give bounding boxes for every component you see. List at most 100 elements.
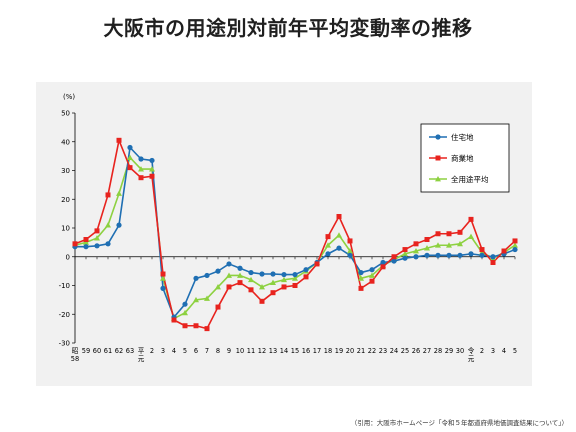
x-tick-label: 59	[82, 347, 90, 355]
data-point-square	[402, 247, 408, 253]
data-point-circle	[83, 244, 89, 250]
x-tick-label: 2	[150, 347, 154, 355]
data-point-square	[116, 137, 122, 143]
data-point-triangle	[347, 248, 353, 254]
legend-label: 全用途平均	[451, 174, 489, 184]
y-tick-label: 10	[61, 225, 70, 233]
data-point-circle	[237, 265, 243, 271]
data-point-triangle	[281, 276, 287, 283]
data-point-square	[468, 216, 474, 222]
data-point-square	[380, 264, 386, 270]
data-point-circle	[303, 267, 309, 273]
data-point-square	[193, 323, 199, 329]
x-tick-label: 26	[412, 347, 420, 355]
x-tick-label: 11	[247, 347, 255, 355]
data-point-circle	[292, 271, 298, 278]
x-tick-label: 62	[115, 347, 123, 355]
data-point-circle	[435, 134, 441, 140]
data-point-square	[83, 237, 89, 242]
data-point-circle	[182, 301, 188, 307]
data-point-triangle	[193, 296, 199, 303]
x-tick-label: 22	[368, 347, 376, 355]
data-point-triangle	[160, 275, 166, 281]
x-tick-label: 平元	[138, 347, 145, 363]
data-point-square	[270, 290, 276, 296]
x-tick-label: 23	[379, 347, 387, 355]
legend-label: 商業地	[451, 153, 474, 163]
x-tick-label: 14	[280, 347, 288, 355]
data-point-triangle	[83, 239, 89, 245]
data-point-square	[204, 326, 210, 332]
data-point-circle	[380, 259, 386, 266]
data-point-circle	[215, 268, 221, 274]
data-point-circle	[347, 252, 353, 258]
data-point-circle	[160, 285, 166, 291]
data-point-circle	[127, 144, 133, 151]
data-point-triangle	[413, 248, 419, 254]
x-tick-label: 25	[401, 347, 409, 355]
data-point-square	[369, 278, 375, 284]
data-point-circle	[336, 245, 342, 251]
data-point-triangle	[94, 235, 100, 241]
x-tick-label: 3	[161, 347, 165, 355]
data-point-square	[160, 271, 166, 277]
data-point-circle	[138, 156, 144, 162]
x-tick-label: 19	[335, 347, 343, 355]
data-point-triangle	[435, 176, 441, 182]
x-tick-label: 29	[445, 347, 453, 355]
data-point-triangle	[204, 295, 210, 301]
x-tick-label: 15	[291, 347, 299, 355]
data-point-circle	[457, 252, 463, 258]
y-tick-label: -20	[59, 311, 70, 319]
data-point-triangle	[336, 232, 342, 238]
x-tick-label: 令元	[468, 346, 475, 363]
x-tick-label: 63	[126, 347, 134, 355]
y-tick-label: 50	[61, 110, 70, 118]
series-markers	[72, 137, 518, 332]
data-point-square	[424, 237, 430, 242]
data-point-square	[457, 229, 463, 235]
data-point-circle	[116, 222, 122, 228]
data-point-circle	[281, 271, 287, 278]
data-point-square	[248, 287, 254, 293]
data-point-square	[94, 228, 100, 234]
data-point-circle	[424, 252, 430, 258]
y-tick-label: -30	[59, 340, 70, 348]
data-point-square	[435, 231, 441, 237]
data-point-square	[292, 283, 298, 288]
x-tick-label: 21	[357, 347, 365, 355]
data-point-circle	[490, 254, 496, 260]
data-point-circle	[435, 252, 441, 258]
data-point-square	[105, 192, 111, 198]
data-point-triangle	[369, 272, 375, 278]
data-point-circle	[479, 252, 485, 258]
data-point-square	[391, 254, 397, 260]
x-tick-label: 18	[324, 347, 332, 355]
data-point-circle	[358, 269, 364, 276]
x-tick-label: 5	[513, 347, 517, 355]
data-point-square	[336, 214, 342, 219]
data-point-square	[149, 173, 155, 179]
data-point-circle	[413, 254, 419, 260]
data-point-triangle	[358, 275, 364, 281]
data-point-triangle	[435, 242, 441, 248]
data-point-triangle	[292, 275, 298, 281]
data-point-triangle	[446, 242, 452, 248]
data-point-circle	[468, 251, 474, 257]
data-point-triangle	[138, 166, 144, 172]
x-tick-label: 28	[434, 347, 442, 355]
data-point-square	[72, 241, 78, 247]
x-tick-label: 27	[423, 347, 431, 355]
data-point-square	[325, 234, 331, 240]
x-tick-label: 8	[216, 347, 220, 355]
data-point-square	[127, 165, 133, 171]
data-point-square	[435, 155, 441, 161]
x-tick-label: 4	[172, 347, 176, 355]
x-tick-label: 6	[194, 347, 198, 355]
y-tick-label: 0	[66, 253, 70, 261]
data-point-square	[347, 238, 353, 244]
x-tick-label: 30	[456, 347, 464, 355]
data-point-square	[259, 298, 265, 304]
data-point-circle	[226, 261, 232, 267]
data-point-square	[512, 238, 518, 244]
